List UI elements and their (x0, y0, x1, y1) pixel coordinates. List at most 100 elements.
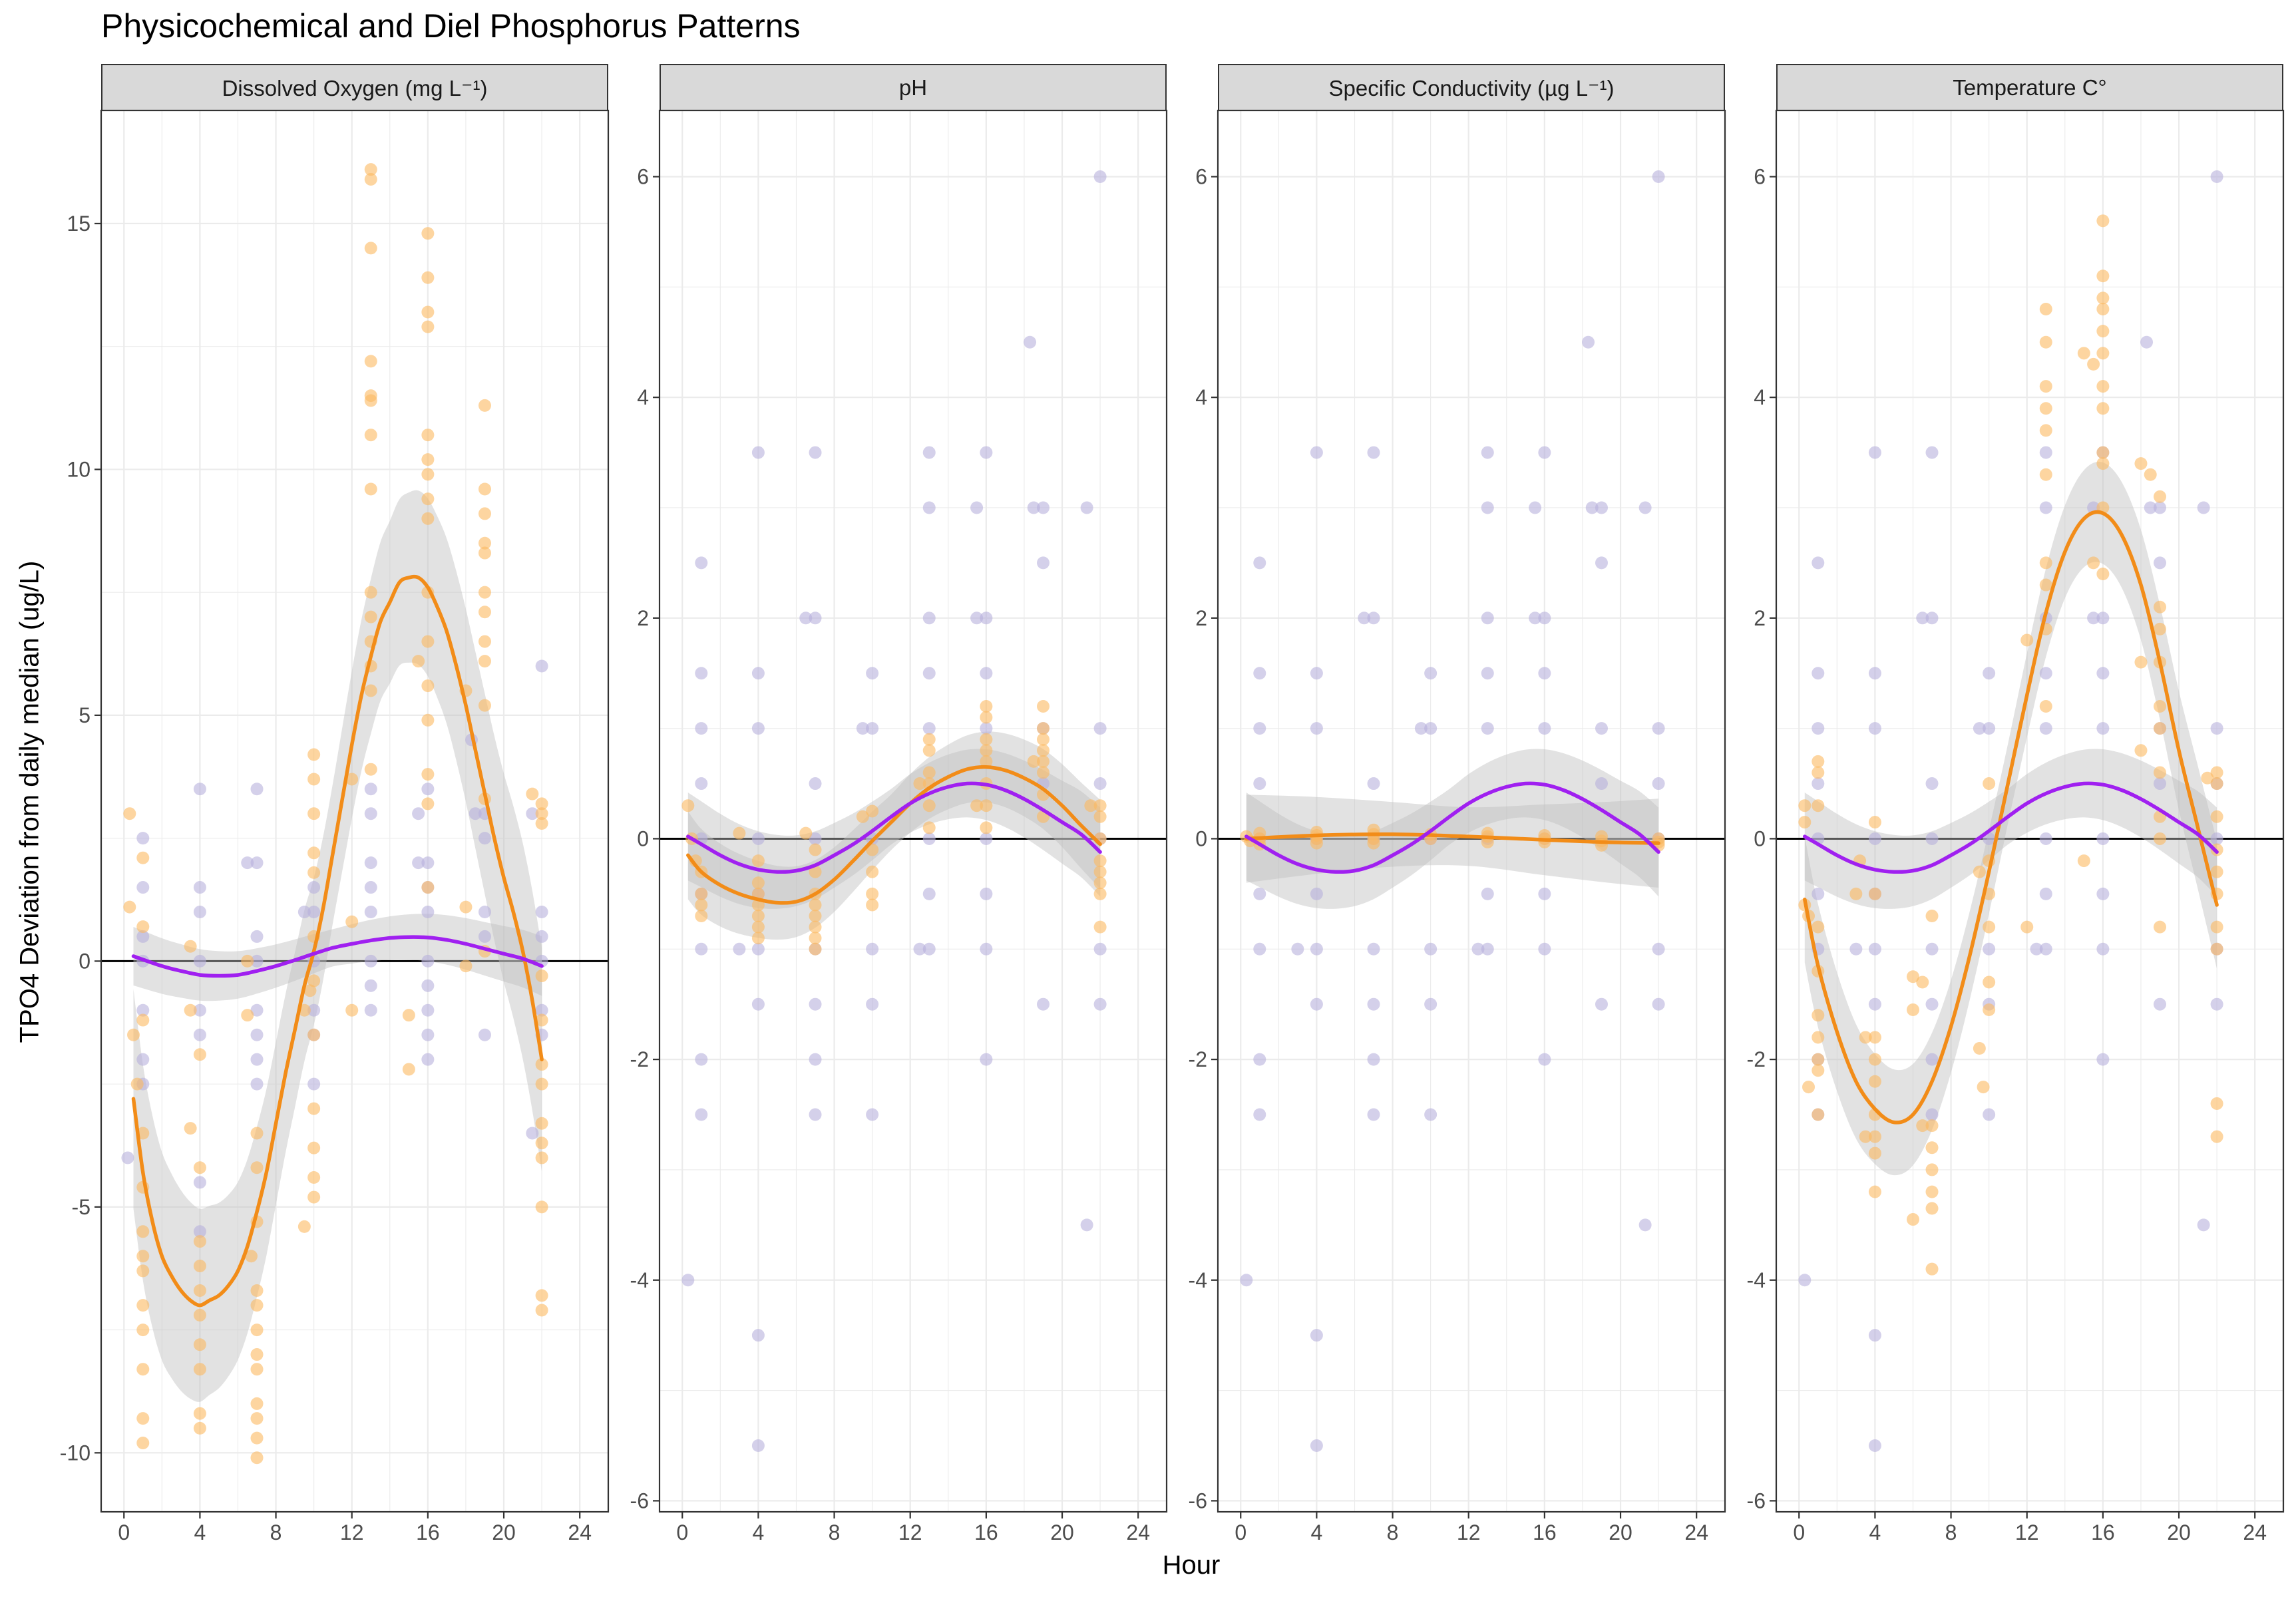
data-point (1036, 556, 1050, 570)
data-point (307, 1102, 321, 1115)
data-point (2096, 567, 2110, 580)
y-tick-label: -4 (1189, 1268, 1207, 1292)
data-point (250, 1451, 264, 1465)
data-point (2096, 269, 2110, 283)
data-point (1093, 170, 1107, 183)
data-point (250, 1028, 264, 1041)
data-point (478, 905, 491, 918)
data-point (809, 920, 822, 934)
data-point (1925, 1053, 1939, 1066)
data-point (1481, 501, 1494, 514)
data-point (421, 468, 435, 481)
x-tick-label: 20 (1050, 1520, 1074, 1544)
data-point (1310, 836, 1323, 850)
data-point (193, 1225, 206, 1238)
data-point (2039, 380, 2052, 393)
data-point (1529, 501, 1542, 514)
data-point (980, 887, 993, 900)
data-point (1973, 722, 1986, 735)
facet-plot-panel: 0 4 8 12 16 20 24 -10 -5 0 5 10 15 (60, 109, 610, 1544)
data-point (250, 954, 264, 968)
data-point (1652, 722, 1665, 735)
data-point (1868, 997, 1881, 1011)
data-point (364, 610, 377, 623)
data-point (866, 667, 879, 680)
data-point (2210, 832, 2223, 845)
data-point (2153, 556, 2166, 570)
data-point (1027, 501, 1040, 514)
data-point (922, 501, 936, 514)
data-point (1036, 744, 1050, 757)
data-point (809, 446, 822, 459)
data-point (2096, 402, 2110, 415)
data-point (1093, 865, 1107, 878)
data-point (1983, 777, 1996, 791)
data-point (421, 979, 435, 992)
x-tick-label: 20 (492, 1520, 516, 1544)
data-point (1253, 722, 1266, 735)
data-point (980, 942, 993, 956)
data-point (751, 920, 765, 934)
data-point (364, 807, 377, 820)
data-point (307, 1171, 321, 1184)
data-point (1529, 612, 1542, 625)
gridlines (1218, 110, 1725, 1512)
data-point (809, 932, 822, 945)
data-point (136, 832, 150, 845)
data-point (1638, 1218, 1652, 1232)
data-point (1481, 722, 1494, 735)
data-point (1424, 667, 1437, 680)
confidence-band (1246, 795, 1659, 888)
data-point (193, 1421, 206, 1435)
x-tick-label: 4 (1311, 1520, 1323, 1544)
y-tick-label: -6 (1189, 1489, 1207, 1512)
data-point (809, 910, 822, 923)
data-point (695, 910, 708, 923)
data-point (913, 942, 926, 956)
data-point (2153, 501, 2166, 514)
data-point (2039, 699, 2052, 713)
data-point (250, 1324, 264, 1337)
data-point (1310, 997, 1323, 1011)
purple-point-series (1798, 170, 2223, 1453)
data-point (136, 1003, 150, 1017)
data-point (681, 799, 695, 812)
data-point (922, 446, 936, 459)
data-point (402, 1009, 415, 1022)
data-point (1481, 887, 1494, 900)
data-point (402, 1063, 415, 1076)
y-tick-label: -2 (630, 1047, 649, 1071)
x-tick-label: 0 (1235, 1520, 1246, 1544)
data-point (307, 807, 321, 820)
data-point (866, 722, 879, 735)
data-point (2153, 699, 2166, 713)
data-point (1080, 1218, 1093, 1232)
data-point (2210, 997, 2223, 1011)
x-tick-label: 0 (1793, 1520, 1805, 1544)
data-point (1798, 816, 1812, 829)
data-point (364, 242, 377, 255)
data-point (193, 1048, 206, 1061)
data-point (1868, 942, 1881, 956)
data-point (478, 536, 491, 550)
data-point (1868, 446, 1881, 459)
data-point (364, 172, 377, 186)
data-point (1538, 722, 1551, 735)
data-point (1925, 612, 1939, 625)
data-point (1916, 1119, 1929, 1133)
data-point (2039, 832, 2052, 845)
data-point (2210, 170, 2223, 183)
data-point (1027, 755, 1040, 768)
data-point (1868, 1130, 1881, 1143)
data-point (695, 722, 708, 735)
data-point (1367, 1108, 1380, 1121)
data-point (1925, 777, 1939, 791)
data-point (1977, 1081, 1990, 1094)
x-tick-label: 8 (829, 1520, 841, 1544)
data-point (364, 979, 377, 992)
data-point (1481, 612, 1494, 625)
data-point (250, 1397, 264, 1410)
data-point (2087, 357, 2100, 371)
y-tick-label: 4 (1754, 385, 1766, 409)
data-point (535, 930, 548, 943)
